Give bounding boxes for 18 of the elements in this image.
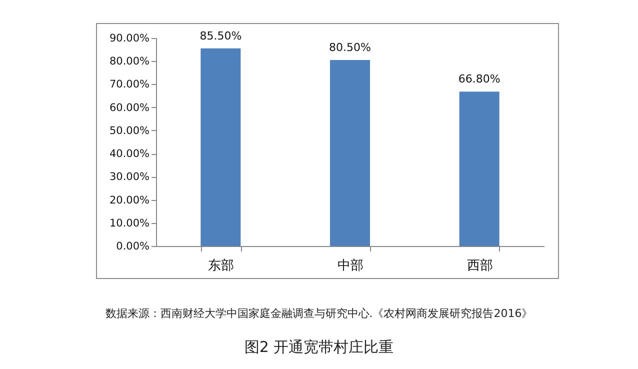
- data-label: 80.50%: [329, 40, 371, 54]
- data-label: 85.50%: [200, 29, 242, 42]
- y-tick-label: 30.00%: [109, 171, 150, 184]
- y-tick-label: 80.00%: [109, 56, 150, 68]
- y-tick-label: 50.00%: [109, 124, 150, 137]
- y-tick-label: 10.00%: [109, 217, 150, 230]
- y-tick-label: 70.00%: [109, 78, 150, 91]
- text: 图2 开通宽带村庄比重: [243, 338, 395, 357]
- x-tick-label: 东部: [208, 258, 234, 274]
- data-label: 66.80%: [458, 72, 500, 86]
- source-note: 数据来源：西南财经大学中国家庭金融调查与研究中心.《农村网商发展研究报告2016》: [104, 306, 534, 321]
- x-tick-label: 西部: [466, 258, 493, 274]
- y-tick-label: 60.00%: [109, 102, 150, 114]
- y-tick-label: 90.00%: [109, 32, 150, 44]
- x-tick-label: 中部: [338, 258, 364, 274]
- y-tick-label: 40.00%: [109, 148, 150, 160]
- y-tick-label: 0.00%: [116, 240, 150, 252]
- y-tick-label: 20.00%: [109, 194, 150, 206]
